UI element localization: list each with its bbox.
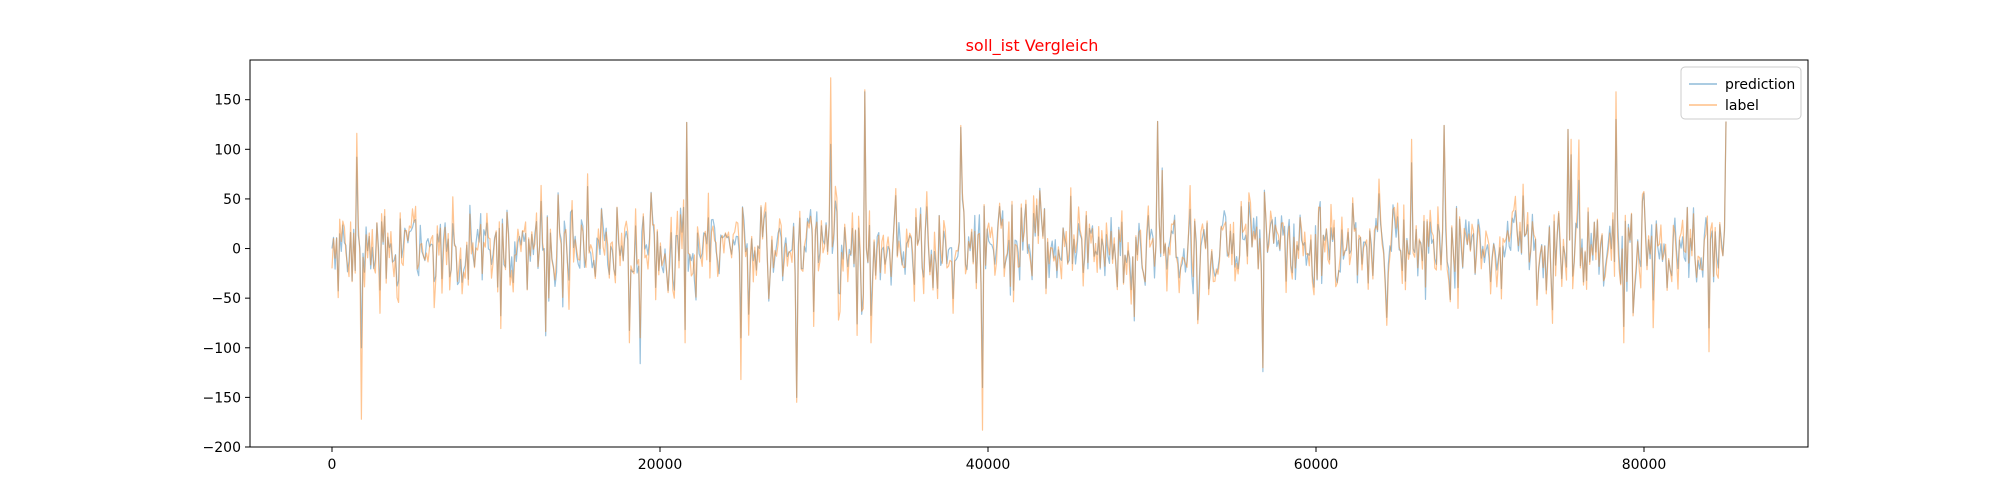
x-tick-label: 20000 [638,457,683,473]
x-tick-label: 0 [328,457,337,473]
y-tick-label: 150 [214,93,241,109]
legend-label-label: label [1725,98,1759,114]
plot-area [331,77,1727,431]
axes-frame [249,59,1809,448]
chart-title: soll_ist Vergleich [966,36,1099,56]
y-tick-label: 50 [223,192,241,208]
y-tick-label: 100 [214,142,241,158]
legend: prediction label [1680,66,1802,120]
y-tick-label: −50 [211,291,241,307]
y-tick-label: −200 [203,440,241,456]
y-tick-label: −100 [203,341,241,357]
x-tick-label: 40000 [966,457,1011,473]
axes: 0 20000 40000 60000 80000 −200 −150 −100 −50 0 50 1… [203,59,1809,473]
series-line-label [331,77,1727,431]
legend-label-prediction: prediction [1725,77,1795,93]
y-tick-label: −150 [203,390,241,406]
legend-box [1680,66,1802,120]
x-tick-label: 60000 [1294,457,1339,473]
x-tick-label: 80000 [1622,457,1667,473]
series-line-prediction [331,91,1727,398]
y-tick-label: 0 [232,242,241,258]
